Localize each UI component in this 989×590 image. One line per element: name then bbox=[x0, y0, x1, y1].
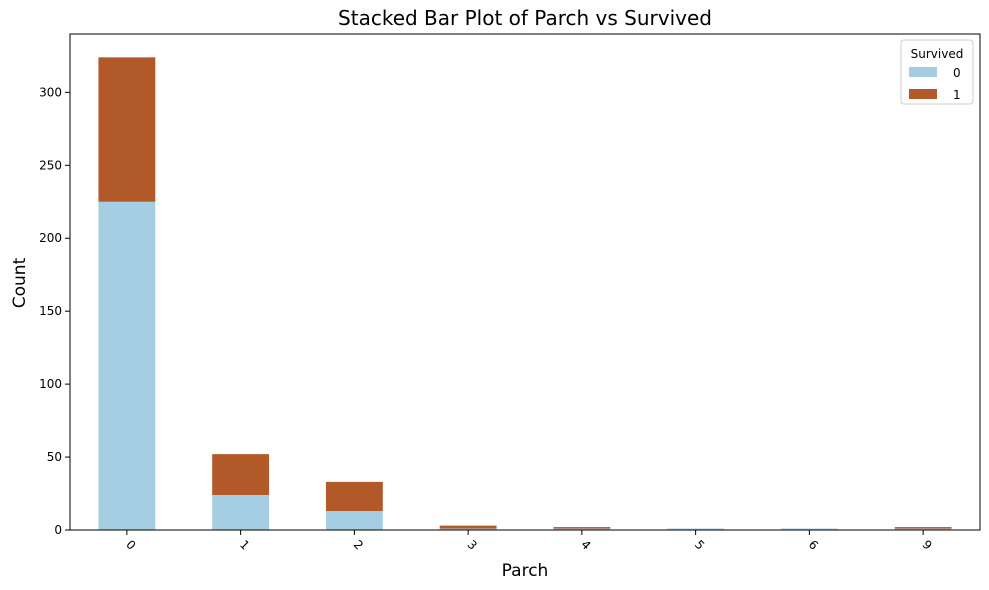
bar-segment-survived-0-parch-0 bbox=[98, 201, 156, 530]
bar-segment-survived-0-parch-2 bbox=[325, 511, 383, 530]
legend-label-0: 0 bbox=[953, 66, 961, 80]
legend-swatch-0 bbox=[909, 67, 937, 77]
y-axis-title: Count bbox=[10, 257, 30, 308]
y-tick-label: 200 bbox=[39, 231, 62, 245]
y-axis: 0 50 100 150 200 250 300 bbox=[39, 85, 70, 537]
bar-segment-survived-0-parch-9 bbox=[894, 528, 952, 530]
bar-segment-survived-1-parch-0 bbox=[98, 57, 156, 202]
bar-segment-survived-1-parch-1 bbox=[212, 454, 270, 495]
x-tick-label: 6 bbox=[806, 537, 821, 552]
x-tick-label: 9 bbox=[919, 537, 934, 552]
legend: Survived 0 1 bbox=[900, 39, 974, 105]
y-tick-label: 150 bbox=[39, 304, 62, 318]
y-tick-label: 300 bbox=[39, 85, 62, 99]
bar-segment-survived-1-parch-4 bbox=[553, 527, 611, 529]
legend-title: Survived bbox=[911, 47, 964, 61]
legend-swatch-1 bbox=[909, 89, 937, 99]
x-tick-label: 3 bbox=[464, 537, 479, 552]
x-axis: 0 1 2 3 4 5 6 9 bbox=[123, 530, 935, 553]
bar-segment-survived-1-parch-9 bbox=[894, 527, 952, 529]
bar-segment-survived-1-parch-2 bbox=[325, 481, 383, 512]
bar-segment-survived-0-parch-6 bbox=[780, 528, 838, 530]
x-tick-label: 0 bbox=[123, 537, 138, 552]
bar-segment-survived-0-parch-3 bbox=[439, 528, 497, 530]
x-tick-label: 4 bbox=[578, 537, 593, 552]
y-tick-label: 100 bbox=[39, 377, 62, 391]
x-tick-label: 1 bbox=[237, 537, 252, 552]
y-tick-label: 250 bbox=[39, 158, 62, 172]
bars bbox=[98, 57, 952, 530]
bar-segment-survived-0-parch-5 bbox=[667, 528, 725, 530]
x-tick-label: 2 bbox=[351, 537, 366, 552]
y-tick-label: 0 bbox=[54, 523, 62, 537]
bar-segment-survived-0-parch-1 bbox=[212, 494, 270, 530]
legend-label-1: 1 bbox=[953, 88, 961, 102]
plot-frame bbox=[69, 33, 981, 531]
y-tick-label: 50 bbox=[47, 450, 62, 464]
x-axis-title: Parch bbox=[502, 561, 549, 581]
x-tick-label: 5 bbox=[692, 537, 707, 552]
chart-title: Stacked Bar Plot of Parch vs Survived bbox=[338, 6, 712, 30]
bar-segment-survived-0-parch-4 bbox=[553, 528, 611, 530]
bar-segment-survived-1-parch-3 bbox=[439, 525, 497, 529]
